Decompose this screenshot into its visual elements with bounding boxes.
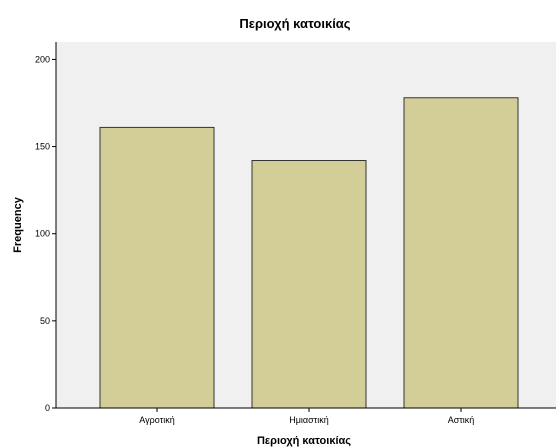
y-axis: 0 50 100 150 200 [35,42,57,413]
y-tick-label: 200 [35,54,50,64]
y-tick-label: 100 [35,229,50,239]
y-tick-label: 150 [35,142,50,152]
x-axis-title: Περιοχή κατοικίας [257,435,351,447]
bar-3 [403,97,519,409]
y-axis-title: Frequency [12,196,24,253]
x-tick-label: Ημιαστική [289,415,329,425]
bar-2 [251,160,367,409]
x-tick-label: Αγροτική [139,415,174,425]
y-tick-label: 0 [45,403,50,413]
y-tick-label: 50 [40,316,50,326]
bars-group [99,97,519,409]
chart-title: Περιοχή κατοικίας [239,16,350,31]
x-tick-label: Αστική [448,415,475,425]
bar-1 [99,126,215,409]
x-axis: Αγροτική Ημιαστική Αστική [56,407,556,425]
